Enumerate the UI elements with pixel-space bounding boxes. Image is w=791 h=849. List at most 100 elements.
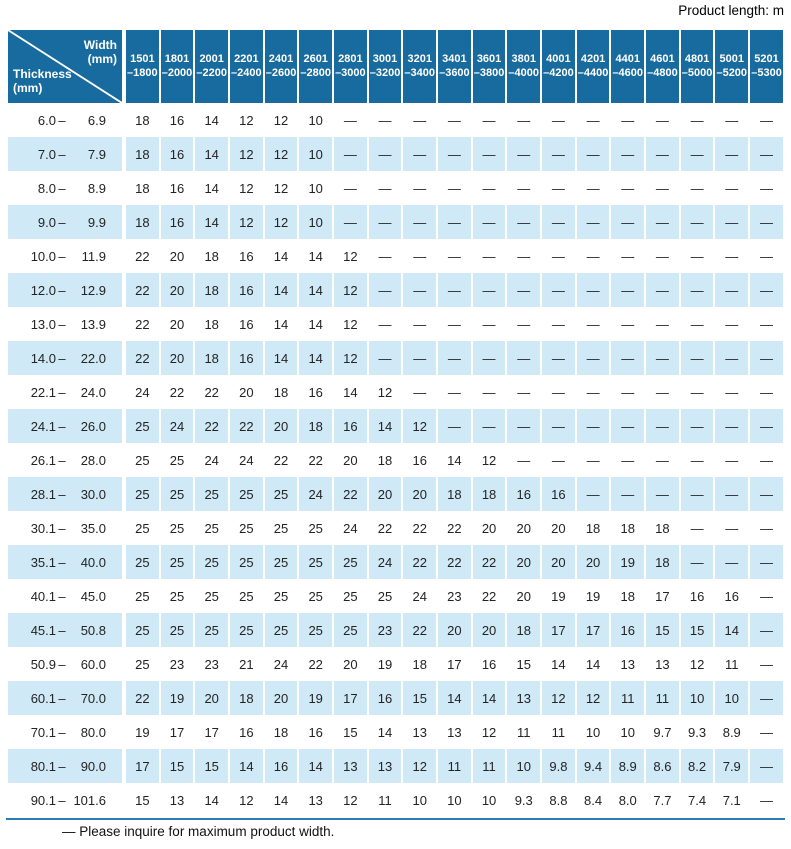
length-cell: 25 [230, 477, 263, 511]
thickness-min: 6.0 [37, 112, 56, 128]
length-cell: 16 [230, 307, 263, 341]
length-cell: 25 [264, 613, 298, 647]
width-column-header: 4001 –4200 [542, 30, 575, 103]
thickness-min: 40.1 [30, 588, 56, 604]
length-cell: 13 [507, 681, 541, 715]
length-cell: 19 [160, 681, 194, 715]
length-cell: — [403, 341, 437, 375]
length-cell: 25 [230, 545, 263, 579]
length-cell: 11 [507, 715, 541, 749]
thickness-min: 28.1 [30, 486, 56, 502]
length-cell: — [403, 137, 437, 171]
length-cell: — [542, 273, 575, 307]
length-cell: 17 [126, 749, 159, 783]
length-cell: 7.9 [715, 749, 749, 783]
range-separator: – [58, 452, 66, 468]
length-cell: — [438, 137, 471, 171]
length-cell: 13 [334, 749, 367, 783]
length-cell: — [403, 239, 437, 273]
length-cell: 12 [334, 341, 367, 375]
length-cell: 14 [576, 647, 610, 681]
length-cell: — [403, 205, 437, 239]
length-cell: 18 [195, 273, 229, 307]
thickness-min: 30.1 [30, 520, 56, 536]
length-cell: 10 [299, 103, 333, 137]
length-cell: — [542, 443, 575, 477]
thickness-row-header: 35.1–40.0 [8, 545, 124, 579]
length-cell: 11 [438, 749, 471, 783]
length-cell: — [507, 375, 541, 409]
length-cell: — [750, 579, 783, 613]
length-cell: — [646, 137, 679, 171]
length-cell: 16 [160, 171, 194, 205]
length-cell: — [334, 171, 367, 205]
length-cell: 16 [230, 341, 263, 375]
thickness-max: 8.9 [87, 180, 106, 196]
length-cell: 15 [334, 715, 367, 749]
length-cell: 13 [438, 715, 471, 749]
length-cell: — [472, 171, 506, 205]
range-separator: – [58, 248, 66, 264]
width-column-header: 2201 –2400 [230, 30, 263, 103]
length-cell: 16 [299, 375, 333, 409]
length-cell: 13 [646, 647, 679, 681]
length-cell: 18 [126, 171, 159, 205]
length-cell: 15 [507, 647, 541, 681]
length-cell: — [750, 171, 783, 205]
length-cell: 20 [264, 681, 298, 715]
length-cell: — [334, 137, 367, 171]
length-cell: 14 [264, 307, 298, 341]
length-cell: — [576, 375, 610, 409]
thickness-row-header: 60.1–70.0 [8, 681, 124, 715]
thickness-row-header: 45.1–50.8 [8, 613, 124, 647]
length-cell: 25 [160, 511, 194, 545]
length-cell: — [472, 307, 506, 341]
length-cell: 18 [611, 511, 645, 545]
length-cell: 16 [160, 103, 194, 137]
length-cell: 10 [299, 171, 333, 205]
thickness-max: 26.0 [80, 418, 106, 434]
length-cell: 17 [438, 647, 471, 681]
length-cell: — [611, 171, 645, 205]
length-cell: 25 [195, 511, 229, 545]
width-column-header: 2001 –2200 [195, 30, 229, 103]
length-cell: 12 [264, 171, 298, 205]
length-cell: — [438, 171, 471, 205]
thickness-max: 22.0 [80, 350, 106, 366]
length-cell: — [472, 273, 506, 307]
length-cell: — [576, 137, 610, 171]
length-cell: 22 [334, 477, 367, 511]
length-cell: 20 [160, 307, 194, 341]
length-cell: — [646, 205, 679, 239]
width-column-header: 1801 –2000 [160, 30, 194, 103]
length-cell: — [438, 205, 471, 239]
length-cell: 22 [472, 579, 506, 613]
length-cell: 24 [264, 647, 298, 681]
length-cell: — [576, 409, 610, 443]
length-cell: 22 [438, 545, 471, 579]
thickness-row-header: 50.9–60.0 [8, 647, 124, 681]
length-cell: — [646, 375, 679, 409]
length-cell: 20 [507, 545, 541, 579]
length-cell: 25 [299, 511, 333, 545]
length-cell: 15 [195, 749, 229, 783]
table-row: 28.1–30.0 25 25 25 25 25 24 22 20 20 18 18 16 16— — — — —… [8, 477, 783, 511]
length-cell: 25 [334, 613, 367, 647]
thickness-min: 90.1 [30, 792, 56, 808]
length-cell: 12 [472, 443, 506, 477]
length-cell: 25 [334, 579, 367, 613]
length-cell: 22 [160, 375, 194, 409]
length-cell: 22 [126, 273, 159, 307]
length-cell: 20 [160, 239, 194, 273]
length-cell: 14 [230, 749, 263, 783]
length-cell: — [611, 409, 645, 443]
length-cell: — [750, 749, 783, 783]
thickness-min: 8.0 [37, 180, 56, 196]
width-column-header: 4401 –4600 [611, 30, 645, 103]
length-cell: — [680, 171, 714, 205]
length-cell: — [646, 171, 679, 205]
length-cell: 12 [264, 205, 298, 239]
length-cell: 25 [195, 477, 229, 511]
length-cell: 20 [334, 647, 367, 681]
length-cell: — [715, 511, 749, 545]
